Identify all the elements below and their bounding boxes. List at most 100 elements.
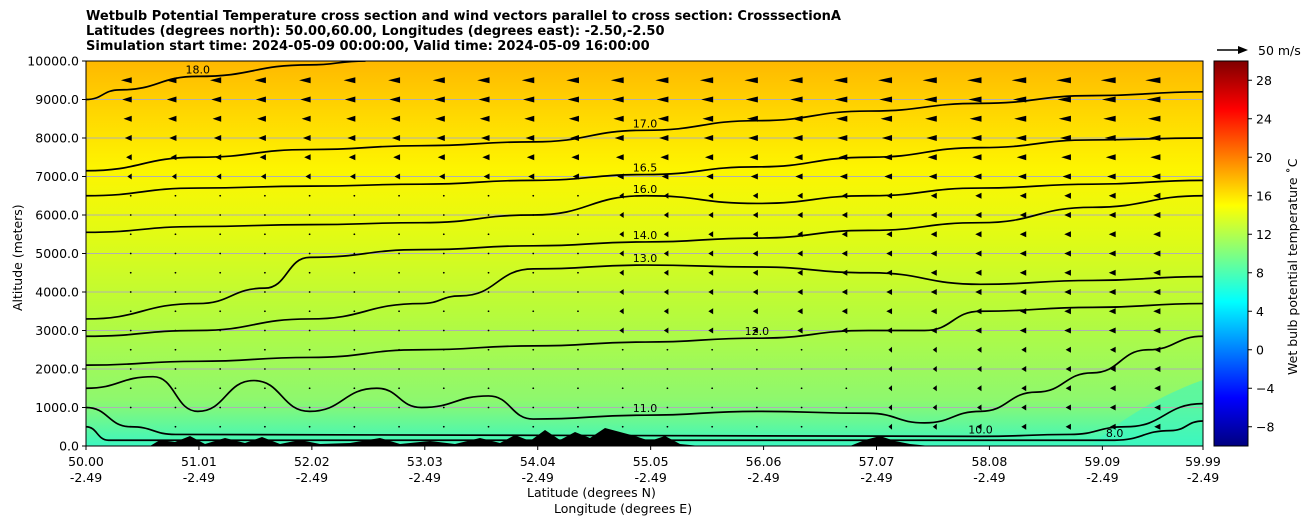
wind-vector <box>1065 366 1071 372</box>
wind-vector <box>260 173 266 180</box>
wind-vector <box>1064 289 1071 295</box>
wind-vector <box>610 77 624 84</box>
wind-vector <box>1064 231 1071 238</box>
wind-vector <box>129 214 132 216</box>
wind-vector <box>663 250 669 257</box>
wind-vector <box>752 231 758 238</box>
wind-vector <box>263 271 266 274</box>
wind-vector <box>219 348 222 351</box>
wind-vector <box>711 387 714 390</box>
wind-vector <box>755 348 758 351</box>
contour-line <box>86 402 1203 438</box>
contour-label: 18.0 <box>186 63 211 76</box>
wind-vector <box>263 291 266 293</box>
wind-vector <box>532 271 535 274</box>
wind-vector <box>483 173 490 180</box>
wind-vector <box>353 252 356 255</box>
y-tick-label: 1000.0 <box>35 400 79 415</box>
wind-vector <box>615 154 624 161</box>
wind-vector <box>532 252 535 255</box>
wind-vector <box>663 231 669 238</box>
wind-vector <box>706 173 714 180</box>
wind-vector <box>487 310 490 313</box>
wind-vector <box>478 96 490 103</box>
wind-vector <box>127 173 132 180</box>
wind-vector <box>1019 212 1027 218</box>
wind-vector <box>745 96 758 103</box>
wind-vector <box>442 387 445 390</box>
wind-vector <box>174 387 177 390</box>
wind-vector <box>932 366 937 372</box>
wind-vector <box>927 154 937 161</box>
wind-vector <box>926 135 937 141</box>
y-tick-label: 6000.0 <box>35 208 79 223</box>
wind-vector <box>174 425 177 428</box>
wind-vector <box>1108 250 1116 257</box>
wind-vector <box>398 425 400 428</box>
contour-label: 16.5 <box>633 162 658 175</box>
y-tick-label: 10000.0 <box>27 54 79 69</box>
wind-vector <box>930 269 937 276</box>
wind-vector <box>532 425 535 428</box>
wind-vector <box>567 96 579 103</box>
x-tick-label-lat: 53.03 <box>407 454 443 469</box>
wind-vector <box>886 231 893 238</box>
wind-vector <box>975 289 982 295</box>
wind-vector <box>922 77 937 84</box>
wind-vector <box>1019 327 1027 334</box>
contour-label: 8.0 <box>1106 427 1124 440</box>
wind-vector <box>129 329 132 332</box>
wind-vector <box>699 77 714 84</box>
wind-vector <box>301 115 311 122</box>
wind-vector <box>711 368 714 370</box>
wind-vector <box>1064 308 1071 315</box>
wind-vector <box>442 194 445 197</box>
wind-vector <box>482 154 490 161</box>
wind-vector <box>749 154 758 161</box>
wind-vector <box>1058 115 1071 122</box>
wind-vector <box>619 231 624 238</box>
wind-vector <box>212 115 222 122</box>
wind-vector <box>621 387 624 390</box>
wind-vector <box>577 425 579 428</box>
wind-vector <box>1100 77 1116 84</box>
wind-vector <box>1108 327 1116 334</box>
wind-vector <box>353 368 356 370</box>
wind-vector <box>800 425 803 428</box>
wind-vector <box>344 96 356 103</box>
wind-vector <box>752 192 758 199</box>
wind-vector <box>1146 96 1161 103</box>
wind-vector <box>308 252 311 255</box>
wind-vector <box>708 269 714 276</box>
wind-vector <box>219 406 222 409</box>
x-tick-label-lat: 59.99 <box>1185 454 1221 469</box>
wind-vector <box>613 115 624 122</box>
wind-vector <box>797 289 803 295</box>
x-tick-label-lon: -2.49 <box>973 470 1005 485</box>
wind-vector <box>797 192 803 199</box>
wind-vector <box>432 77 445 84</box>
wind-vector <box>1107 173 1116 180</box>
colorbar-tick-label: 24 <box>1256 111 1272 126</box>
wind-vector <box>308 233 311 236</box>
wind-vector <box>841 289 848 295</box>
wind-vector <box>1019 289 1027 295</box>
wind-vector <box>797 269 803 276</box>
wind-vector <box>800 387 803 390</box>
wind-vector <box>880 115 893 122</box>
wind-vector <box>1153 327 1161 334</box>
wind-vector <box>398 252 400 255</box>
wind-vector <box>975 327 982 334</box>
wind-vector <box>1019 250 1027 257</box>
wind-vector <box>656 96 669 103</box>
wind-vector <box>1101 96 1116 103</box>
wind-vector <box>209 77 222 84</box>
x-tick-label-lon: -2.49 <box>70 470 102 485</box>
wind-vector <box>353 194 356 197</box>
wind-vector <box>841 212 848 218</box>
wind-vector <box>800 348 803 351</box>
wind-vector <box>577 329 579 332</box>
wind-vector <box>663 269 669 276</box>
wind-vector <box>619 269 624 276</box>
wind-vector <box>975 250 982 257</box>
